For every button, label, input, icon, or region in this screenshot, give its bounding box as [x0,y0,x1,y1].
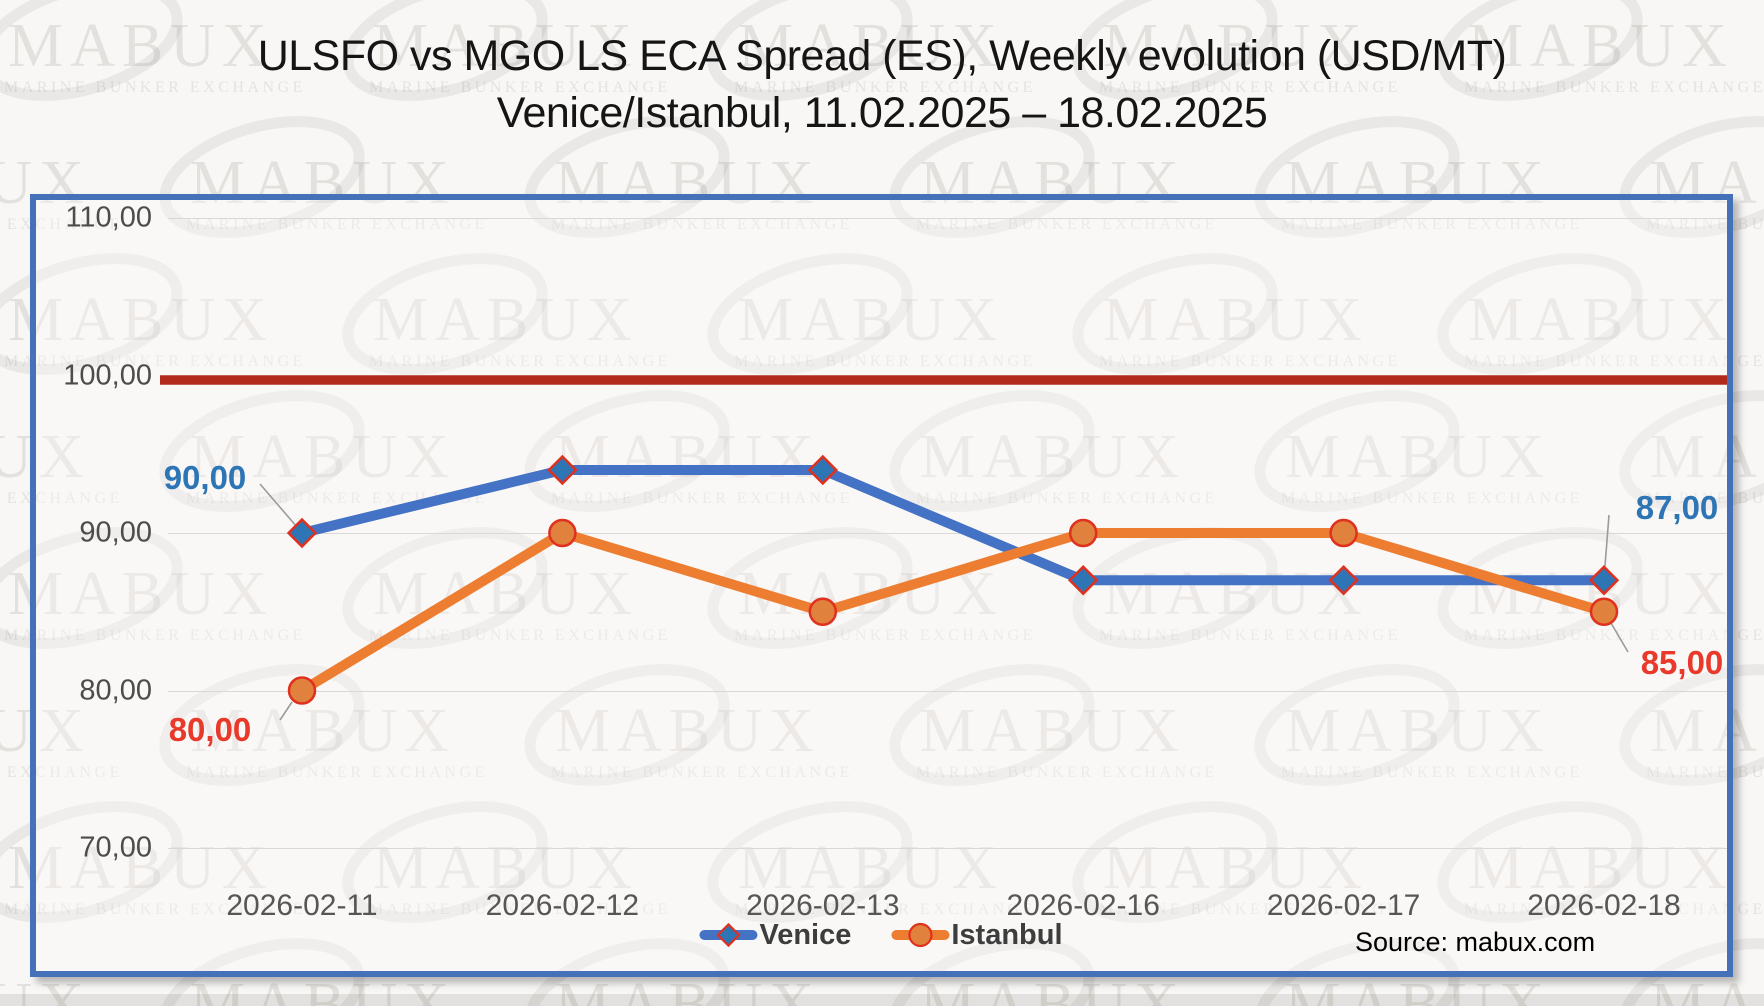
data-point-diamond-venice [1067,565,1099,596]
series-line-venice [300,465,1604,586]
legend-label: Istanbul [951,918,1063,951]
legend: Venice Istanbul [699,918,1063,952]
y-axis-tick-label: 80,00 [79,674,152,706]
x-axis-tick-label: 2026-02-11 [226,889,378,922]
callout-leader-line [1610,622,1629,653]
y-axis-tick-label: 110,00 [65,201,152,234]
data-point-circle-istanbul [1068,518,1098,548]
data-point-circle-istanbul [1589,597,1619,626]
chart-plot-svg [160,375,1733,721]
x-axis-tick-label: 2026-02-17 [1266,889,1421,922]
legend-label: Venice [759,918,852,951]
chart-frame: 110,00 100,00 90,00 80,00 70,00 2026-02-11 202… [30,194,1733,977]
point-label-venice-0: 90,00 [163,459,247,496]
y-axis-tick-label: 70,00 [79,831,152,864]
legend-marker-circle-icon [891,922,950,948]
callout-leader-line [279,701,293,721]
source-label: Source: mabux.com [1355,927,1596,957]
point-label-venice-5: 87,00 [1635,489,1719,526]
point-label-istanbul-0: 80,00 [168,711,252,748]
data-point-diamond-venice [1588,565,1620,596]
x-axis-tick-label: 2026-02-16 [1006,889,1160,922]
data-point-circle-istanbul [808,597,838,626]
data-point-circle-istanbul [287,676,317,705]
data-point-circle-istanbul [1329,518,1358,548]
legend-item-istanbul: Istanbul [891,918,1063,952]
gridline-80 [168,690,1733,692]
x-axis-tick-label: 2026-02-18 [1527,889,1681,922]
gridline-70 [168,848,1733,849]
data-point-diamond-venice [807,454,839,486]
chart-title: ULSFO vs MGO LS ECA Spread (ES), Weekly … [0,28,1764,142]
y-axis-tick-label: 100,00 [63,359,152,391]
data-point-circle-istanbul [548,518,577,548]
x-axis-tick-label: 2026-02-12 [485,889,640,922]
gridline-90 [168,533,1733,534]
bottom-strip [0,994,1764,1006]
legend-item-venice: Venice [699,918,851,952]
data-point-diamond-venice [1328,565,1359,596]
gridline-110 [168,218,1733,219]
series-line-istanbul [299,528,1606,695]
chart-title-line1: ULSFO vs MGO LS ECA Spread (ES), Weekly … [257,32,1507,80]
x-axis-tick-label: 2026-02-13 [746,889,900,922]
legend-marker-diamond-icon [699,922,758,948]
callout-leader-line [1604,514,1610,567]
data-point-diamond-venice [547,454,578,486]
point-label-istanbul-5: 85,00 [1640,644,1724,681]
callout-leader-line [259,483,298,528]
chart-title-line2: Venice/Istanbul, 11.02.2025 – 18.02.2025 [496,89,1268,137]
data-point-diamond-venice [286,517,318,549]
y-axis-tick-label: 90,00 [79,516,152,549]
